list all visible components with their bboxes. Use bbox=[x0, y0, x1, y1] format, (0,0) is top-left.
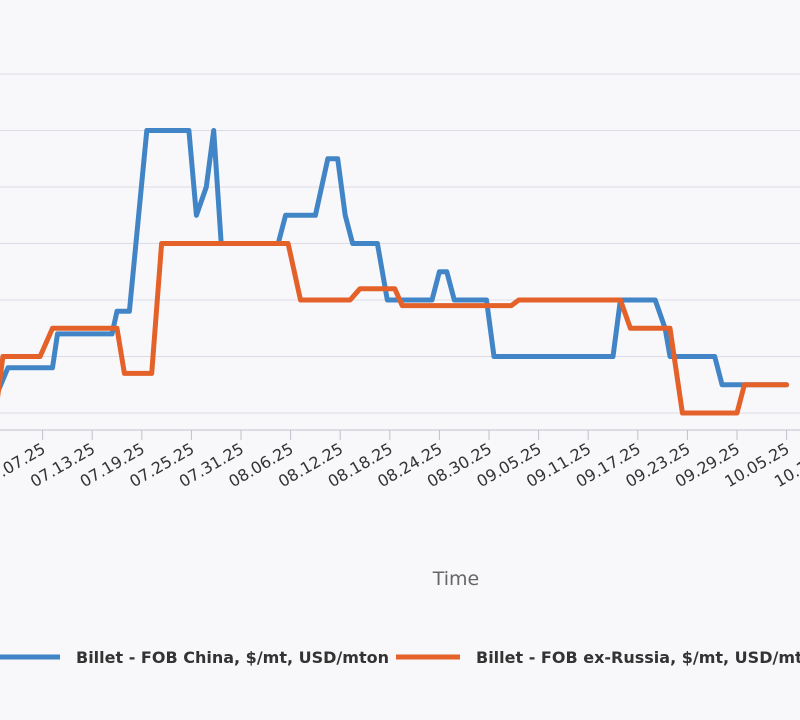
series-group bbox=[0, 128, 790, 416]
legend-label[interactable]: Billet - FOB ex-Russia, $/mt, USD/mton bbox=[476, 648, 800, 667]
x-axis: 07.01.2507.07.2507.13.2507.19.2507.25.25… bbox=[0, 429, 800, 491]
legend-label[interactable]: Billet - FOB China, $/mt, USD/mton bbox=[76, 648, 389, 667]
grid bbox=[0, 73, 800, 414]
legend: Billet - FOB China, $/mt, USD/mton Billet… bbox=[0, 648, 800, 667]
x-axis-title: Time bbox=[432, 568, 480, 590]
series-line-2 bbox=[0, 241, 790, 416]
